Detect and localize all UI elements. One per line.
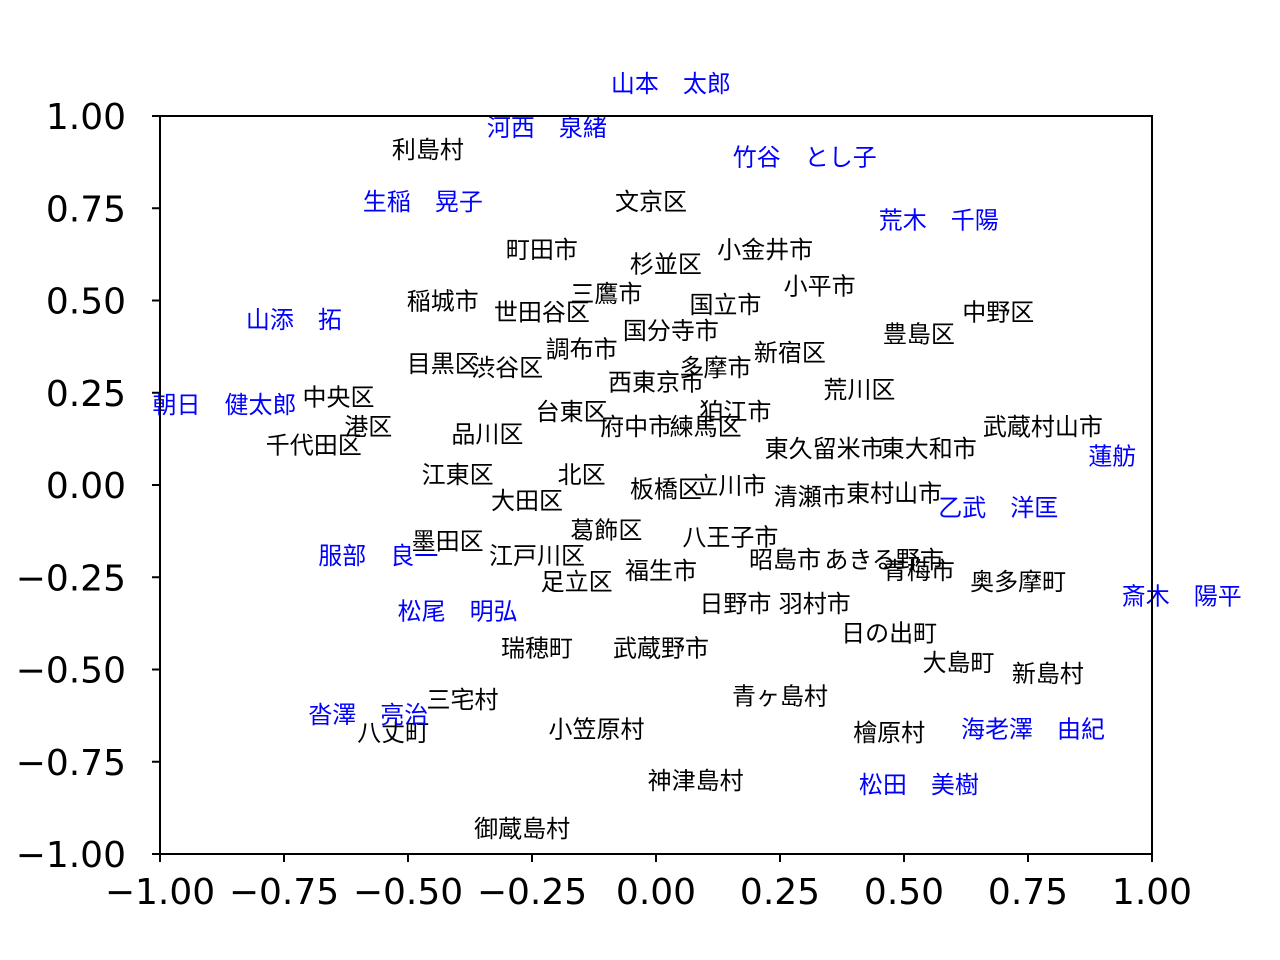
place-point-label: 三宅村 bbox=[427, 686, 499, 714]
place-point-label: 江東区 bbox=[422, 461, 494, 489]
x-tick-label: 1.00 bbox=[1112, 872, 1192, 913]
person-point-label: 松尾 明弘 bbox=[398, 597, 518, 625]
place-point-label: 神津島村 bbox=[648, 767, 744, 795]
place-point-label: 東大和市 bbox=[881, 435, 977, 463]
person-point-label: 沓澤 亮治 bbox=[308, 701, 428, 729]
place-point-label: 千代田区 bbox=[266, 431, 362, 459]
place-point-label: 足立区 bbox=[541, 568, 613, 596]
place-point-label: 御蔵島村 bbox=[474, 815, 570, 843]
place-point-label: 稲城市 bbox=[407, 288, 479, 316]
place-point-label: 台東区 bbox=[536, 398, 608, 426]
place-point-label: 大島町 bbox=[923, 649, 995, 677]
place-point-label: 練馬区 bbox=[670, 413, 742, 441]
place-point-label: 荒川区 bbox=[823, 376, 895, 404]
person-point-label: 海老澤 由紀 bbox=[961, 716, 1105, 744]
place-point-label: 世田谷区 bbox=[494, 299, 590, 327]
place-point-label: 日野市 bbox=[699, 590, 771, 618]
place-point-label: 国立市 bbox=[689, 291, 761, 319]
place-point-label: 清瀬市 bbox=[774, 483, 846, 511]
place-point-label: 武蔵村山市 bbox=[983, 413, 1103, 441]
place-point-label: 町田市 bbox=[506, 236, 578, 264]
y-tick-label: 0.50 bbox=[46, 282, 126, 323]
y-tick-label: 1.00 bbox=[46, 97, 126, 138]
place-point-label: 北区 bbox=[558, 461, 606, 489]
y-tick-label: 0.75 bbox=[46, 189, 126, 230]
x-tick-label: −1.00 bbox=[105, 872, 215, 913]
y-tick-label: −0.75 bbox=[16, 743, 126, 784]
person-point-label: 山添 拓 bbox=[246, 306, 342, 334]
person-point-label: 荒木 千陽 bbox=[879, 206, 999, 234]
place-point-label: 新島村 bbox=[1012, 660, 1084, 688]
x-tick-label: 0.75 bbox=[988, 872, 1068, 913]
place-point-label: 奥多摩町 bbox=[970, 568, 1066, 596]
place-point-label: 新宿区 bbox=[754, 339, 826, 367]
place-point-label: 羽村市 bbox=[779, 590, 851, 618]
place-point-label: 西東京市 bbox=[608, 369, 704, 397]
person-point-label: 生稲 晃子 bbox=[363, 188, 483, 216]
place-point-label: 小平市 bbox=[784, 273, 856, 301]
place-point-label: 品川区 bbox=[451, 420, 523, 448]
y-tick-label: −0.25 bbox=[16, 558, 126, 599]
x-tick-label: 0.25 bbox=[740, 872, 820, 913]
place-point-label: 檜原村 bbox=[853, 719, 925, 747]
place-point-label: 中野区 bbox=[962, 299, 1034, 327]
person-point-label: 河西 泉緒 bbox=[487, 114, 607, 142]
person-point-label: 服部 良一 bbox=[318, 542, 438, 570]
place-point-label: 福生市 bbox=[625, 557, 697, 585]
place-point-label: 中央区 bbox=[303, 383, 375, 411]
x-tick-label: −0.50 bbox=[353, 872, 463, 913]
y-tick-label: 0.25 bbox=[46, 374, 126, 415]
y-tick-label: −1.00 bbox=[16, 835, 126, 876]
x-tick-label: 0.00 bbox=[616, 872, 696, 913]
y-tick-label: 0.00 bbox=[46, 466, 126, 507]
place-point-label: 東村山市 bbox=[846, 479, 942, 507]
place-point-label: 国分寺市 bbox=[623, 317, 719, 345]
place-point-label: 東久留米市 bbox=[765, 435, 885, 463]
place-point-label: 青ヶ島村 bbox=[732, 682, 828, 710]
person-point-label: 蓮舫 bbox=[1088, 442, 1136, 470]
person-point-label: 山本 太郎 bbox=[611, 70, 731, 98]
place-point-label: 豊島区 bbox=[883, 321, 955, 349]
place-point-label: 瑞穂町 bbox=[501, 634, 573, 662]
place-point-label: 府中市 bbox=[600, 413, 672, 441]
x-tick-label: 0.50 bbox=[864, 872, 944, 913]
y-tick-label: −0.50 bbox=[16, 651, 126, 692]
person-point-label: 斎木 陽平 bbox=[1122, 583, 1242, 611]
place-point-label: 葛飾区 bbox=[570, 516, 642, 544]
place-point-label: 江戸川区 bbox=[489, 542, 585, 570]
x-tick-label: −0.25 bbox=[477, 872, 587, 913]
person-point-label: 朝日 健太郎 bbox=[152, 391, 296, 419]
place-point-label: 利島村 bbox=[392, 136, 464, 164]
place-point-label: 文京区 bbox=[615, 188, 687, 216]
place-point-label: 大田区 bbox=[491, 487, 563, 515]
place-point-label: 目黒区 bbox=[407, 350, 479, 378]
place-point-label: 日の出町 bbox=[841, 620, 937, 648]
place-point-label: 武蔵野市 bbox=[613, 634, 709, 662]
place-point-label: 杉並区 bbox=[630, 251, 702, 279]
place-point-label: 板橋区 bbox=[630, 476, 702, 504]
place-point-label: 調布市 bbox=[546, 335, 618, 363]
place-point-label: 立川市 bbox=[694, 472, 766, 500]
place-point-label: 小笠原村 bbox=[548, 716, 644, 744]
person-point-label: 竹谷 とし子 bbox=[733, 144, 877, 172]
person-point-label: 松田 美樹 bbox=[859, 771, 979, 799]
place-point-label: 小金井市 bbox=[717, 236, 813, 264]
person-point-label: 乙武 洋匡 bbox=[938, 494, 1058, 522]
place-point-label: 昭島市 bbox=[749, 546, 821, 574]
x-tick-label: −0.75 bbox=[229, 872, 339, 913]
place-point-label: 青梅市 bbox=[883, 557, 955, 585]
place-point-label: 渋谷区 bbox=[471, 354, 543, 382]
